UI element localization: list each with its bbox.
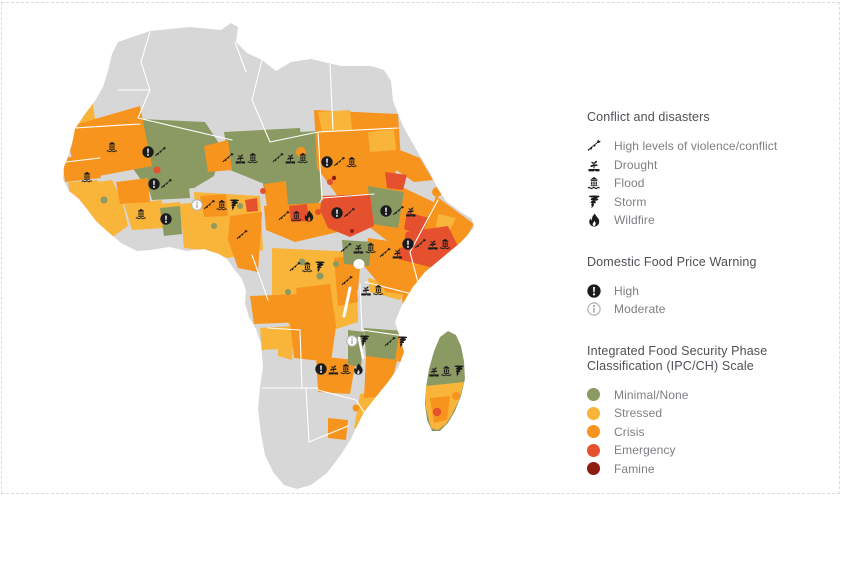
conflict-icon bbox=[587, 139, 614, 153]
ipc-dot-famine bbox=[587, 462, 614, 476]
price-high-icon bbox=[321, 156, 333, 168]
marker-ghana bbox=[160, 213, 172, 225]
ipc-dot-crisis bbox=[587, 425, 614, 439]
legend-section-title: Conflict and disasters bbox=[587, 110, 710, 124]
legend-item-label: Flood bbox=[614, 176, 645, 191]
ipc-dot-emergency bbox=[587, 443, 614, 457]
price-high-icon bbox=[315, 363, 327, 375]
legend: Conflict and disasters High levels of vio… bbox=[587, 110, 805, 503]
legend-item-label: Minimal/None bbox=[614, 387, 689, 402]
legend-item-label: Famine bbox=[614, 461, 655, 476]
legend-item-drought: Drought bbox=[587, 156, 805, 175]
legend-item-storm: Storm bbox=[587, 193, 805, 212]
legend-section-title: Domestic Food Price Warning bbox=[587, 254, 757, 269]
legend-item-label: Stressed bbox=[614, 406, 663, 421]
ipc-dot-stressed bbox=[587, 406, 614, 420]
price-high-icon bbox=[142, 146, 154, 158]
price-moderate-icon bbox=[346, 335, 358, 347]
legend-item-crisis: Crisis bbox=[587, 423, 805, 442]
legend-item-label: Drought bbox=[614, 157, 658, 172]
legend-item-emergency: Emergency bbox=[587, 441, 805, 460]
price-high-icon bbox=[587, 284, 614, 298]
legend-section-title: Integrated Food Security Phase Classific… bbox=[587, 343, 768, 373]
flood-icon bbox=[587, 176, 614, 190]
price-high-icon bbox=[148, 178, 160, 190]
legend-item-famine: Famine bbox=[587, 460, 805, 479]
price-moderate-icon bbox=[587, 302, 614, 316]
legend-item-label: High bbox=[614, 283, 640, 298]
legend-item-label: High levels of violence/conflict bbox=[614, 139, 778, 154]
wildfire-icon bbox=[587, 213, 614, 227]
legend-item-label: Moderate bbox=[614, 302, 666, 317]
legend-item-stressed: Stressed bbox=[587, 404, 805, 423]
drought-icon bbox=[587, 158, 614, 172]
legend-section-ipc-scale: Integrated Food Security Phase Classific… bbox=[587, 344, 805, 479]
price-high-icon bbox=[331, 207, 343, 219]
regions-madagascar bbox=[425, 331, 465, 431]
price-high-icon bbox=[380, 205, 392, 217]
legend-item-high: High bbox=[587, 282, 805, 301]
lakes bbox=[342, 259, 365, 360]
regions-famine bbox=[331, 175, 354, 233]
legend-item-moderate: Moderate bbox=[587, 300, 805, 319]
price-moderate-icon bbox=[191, 199, 203, 211]
price-high-icon bbox=[402, 238, 414, 250]
legend-item-wildfire: Wildfire bbox=[587, 211, 805, 230]
legend-section-conflict-disasters: Conflict and disasters High levels of vio… bbox=[587, 110, 805, 230]
legend-item-minimal-none: Minimal/None bbox=[587, 386, 805, 405]
storm-icon bbox=[587, 195, 614, 209]
regions-stressed-overlay bbox=[318, 110, 456, 230]
legend-item-label: Wildfire bbox=[614, 213, 655, 228]
legend-item-high-levels-of-violence-conflict: High levels of violence/conflict bbox=[587, 137, 805, 156]
legend-item-label: Crisis bbox=[614, 424, 645, 439]
ipc-dot-minimal bbox=[587, 388, 614, 402]
legend-item-label: Storm bbox=[614, 194, 647, 209]
legend-section-food-price-warning: Domestic Food Price Warning High Moderate bbox=[587, 255, 805, 319]
regions-emergency bbox=[153, 166, 458, 268]
legend-item-flood: Flood bbox=[587, 174, 805, 193]
price-high-icon bbox=[160, 213, 172, 225]
legend-item-label: Emergency bbox=[614, 443, 676, 458]
